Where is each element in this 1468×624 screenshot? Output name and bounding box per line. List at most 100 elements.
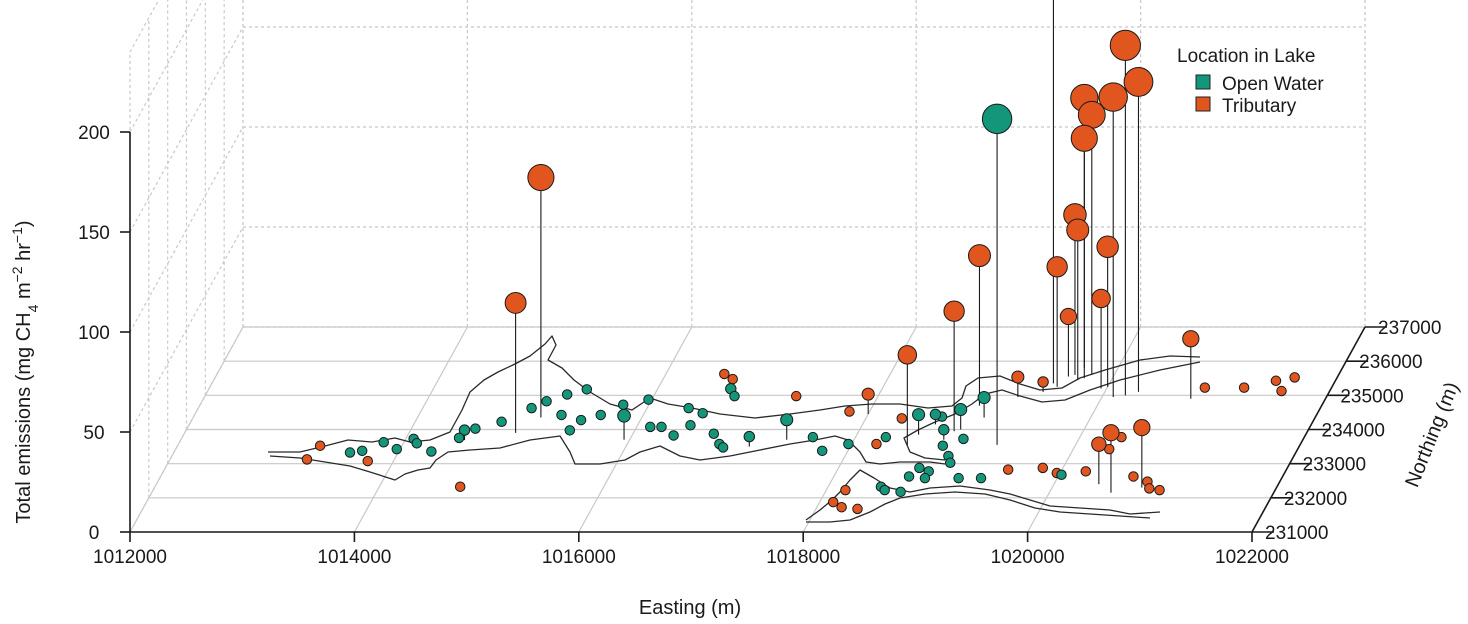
point-open-water	[581, 384, 593, 395]
point-open-water	[912, 408, 926, 422]
y-tick-label: 233000	[1303, 455, 1366, 476]
x-tick-label: 1018000	[766, 547, 840, 568]
y-tick-label: 231000	[1265, 523, 1328, 544]
point-open-water	[1056, 469, 1067, 481]
point-tributary	[1102, 424, 1120, 442]
point-tributary	[852, 503, 863, 515]
point-open-water	[556, 409, 567, 421]
x-axis-title: Easting (m)	[639, 597, 741, 619]
point-open-water	[816, 445, 828, 457]
point-open-water	[929, 408, 942, 421]
point-open-water	[617, 399, 629, 410]
point-tributary	[1091, 288, 1111, 309]
point-open-water	[880, 431, 892, 443]
z-tick-label: 200	[78, 123, 110, 144]
point-tributary	[844, 406, 855, 417]
data-points	[301, 29, 1300, 515]
point-open-water	[780, 413, 794, 427]
y-tick-label: 232000	[1284, 489, 1347, 510]
x-tick-label: 1020000	[991, 547, 1065, 568]
z-tick-label: 150	[78, 223, 110, 244]
legend-title: Location in Lake	[1177, 46, 1315, 67]
point-tributary	[1199, 382, 1211, 393]
point-tributary	[1037, 376, 1049, 388]
left-wall-grid-line	[129, 226, 244, 433]
point-tributary	[943, 300, 965, 322]
x-tick-label: 1014000	[317, 547, 391, 568]
point-open-water	[958, 433, 969, 445]
point-tributary	[1276, 385, 1287, 397]
point-open-water	[391, 443, 403, 455]
point-open-water	[937, 440, 949, 451]
point-open-water	[975, 472, 987, 484]
shoreline-path	[268, 335, 1201, 453]
axes: 1012000 1014000 1016000 1018000 1020000 10220…	[78, 123, 1441, 568]
x-tick-label: 1012000	[93, 547, 167, 568]
point-tributary	[1123, 67, 1154, 97]
point-tributary	[871, 438, 882, 450]
y-axis-title: Northing (m)	[1401, 379, 1463, 490]
point-open-water	[981, 103, 1013, 135]
point-tributary	[1289, 372, 1300, 383]
point-open-water	[895, 486, 906, 498]
point-tributary	[362, 455, 374, 467]
x-tick-label: 1022000	[1215, 547, 1289, 568]
legend-label-open-water: Open Water	[1222, 74, 1324, 95]
point-open-water	[668, 430, 679, 441]
point-open-water	[496, 416, 507, 428]
z-tick-label: 100	[78, 323, 110, 344]
point-tributary	[1066, 218, 1090, 242]
point-open-water	[843, 438, 854, 450]
point-open-water	[564, 425, 576, 436]
point-tributary	[301, 454, 313, 465]
point-open-water	[656, 421, 667, 433]
point-open-water	[807, 431, 819, 443]
point-open-water	[919, 472, 931, 484]
point-tributary	[1182, 330, 1200, 348]
point-tributary	[454, 481, 466, 492]
point-tributary	[1046, 256, 1068, 278]
point-open-water	[743, 430, 756, 443]
z-tick-label: 0	[89, 523, 100, 544]
point-open-water	[458, 424, 471, 436]
point-tributary	[1096, 235, 1119, 259]
point-tributary	[896, 413, 908, 424]
point-open-water	[426, 446, 437, 457]
point-open-water	[683, 402, 694, 414]
point-open-water	[575, 414, 587, 426]
point-tributary	[1011, 370, 1025, 384]
point-open-water	[954, 402, 968, 417]
point-open-water	[617, 408, 631, 423]
point-tributary	[1144, 483, 1155, 494]
point-open-water	[697, 407, 708, 419]
y-tick-label: 234000	[1322, 421, 1385, 442]
point-open-water	[944, 457, 956, 469]
point-open-water	[903, 471, 915, 482]
point-open-water	[977, 390, 991, 405]
y-tick-label: 235000	[1340, 386, 1403, 407]
point-tributary	[827, 496, 839, 508]
point-open-water	[644, 421, 656, 433]
shoreline-path	[806, 491, 1151, 523]
point-open-water	[344, 447, 356, 458]
point-tributary	[1098, 82, 1128, 112]
point-tributary	[727, 373, 738, 385]
point-tributary	[897, 345, 918, 365]
point-open-water	[708, 428, 720, 440]
z-axis-title: Total emissions (mg CH4 m−2 hr−1)	[9, 220, 41, 523]
shoreline-path	[903, 361, 1201, 461]
point-tributary	[967, 244, 991, 268]
point-tributary	[790, 390, 802, 402]
point-tributary	[1080, 466, 1092, 477]
y-tick-label: 237000	[1378, 318, 1441, 339]
point-open-water	[561, 389, 573, 400]
lollipop-stems	[463, 0, 1192, 493]
point-tributary	[1059, 307, 1078, 326]
point-open-water	[643, 394, 654, 405]
point-tributary	[719, 368, 730, 380]
point-tributary	[1133, 418, 1151, 437]
x-tick-label: 1016000	[542, 547, 616, 568]
point-tributary	[1070, 124, 1098, 152]
point-open-water	[729, 390, 740, 402]
